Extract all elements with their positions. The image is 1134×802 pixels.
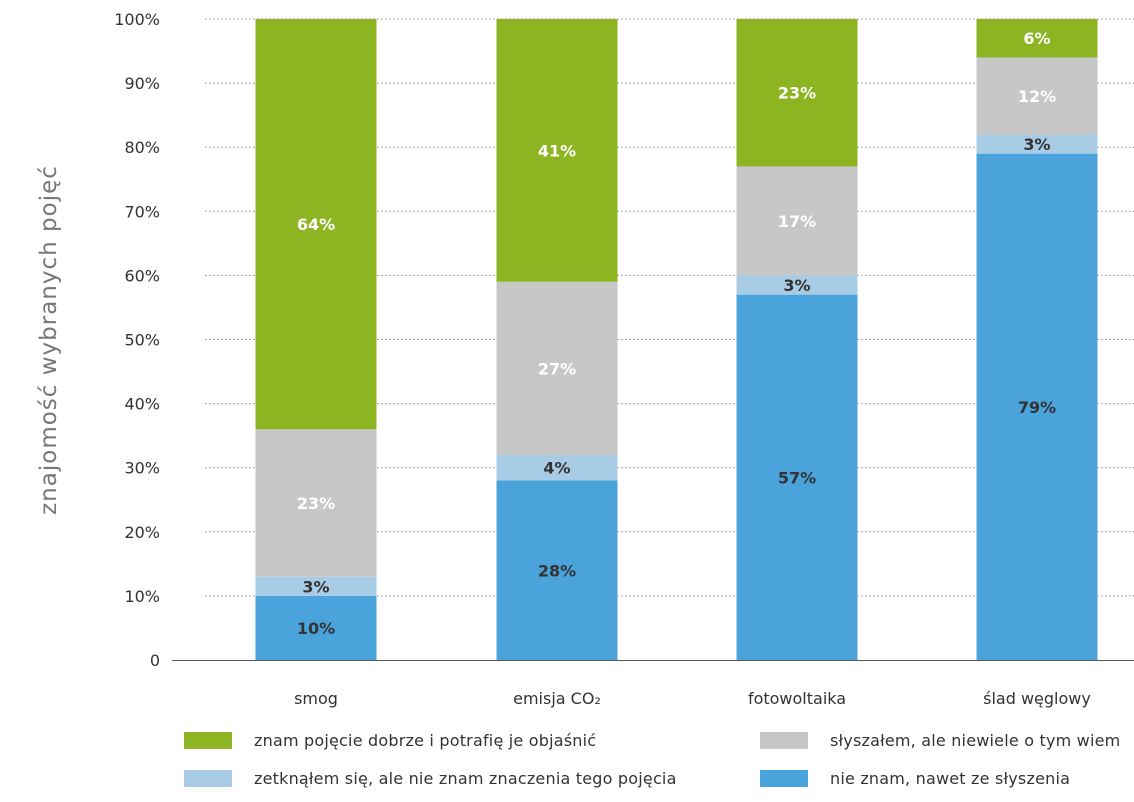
bar-segment: [255, 19, 377, 430]
bar-value-label: 57%: [778, 468, 816, 487]
y-tick-label: 100%: [114, 10, 160, 29]
y-tick-label: 10%: [124, 587, 160, 606]
bar-value-label: 64%: [297, 215, 335, 234]
y-tick-label: 0: [150, 651, 160, 670]
x-axis-categories: smog emisja CO₂ fotowoltaika ślad węglowy: [294, 689, 1091, 708]
bar-value-label: 12%: [1018, 87, 1056, 106]
bar-segment: [496, 480, 618, 660]
bar-segment: [255, 429, 377, 577]
bar-segment: [255, 576, 377, 596]
y-tick-label: 30%: [124, 459, 160, 478]
bar-value-label: 3%: [783, 276, 810, 295]
bar-value-label: 17%: [778, 212, 816, 231]
y-tick-label: 80%: [124, 138, 160, 157]
y-tick-label: 20%: [124, 523, 160, 542]
bar-segment: [976, 153, 1098, 661]
bar-segment: [736, 275, 858, 295]
bar-value-label: 23%: [297, 494, 335, 513]
bar-value-label: 28%: [538, 561, 576, 580]
bar-value-label: 6%: [1023, 29, 1050, 48]
bar-value-label: 41%: [538, 141, 576, 160]
x-category-label: smog: [294, 689, 338, 708]
grid-lines: [205, 18, 1134, 597]
bar-value-label: 4%: [543, 459, 570, 478]
bars: 10% 3% 23% 64% 28% 4% 27% 41% 57% 3% 17% 23% 79% 3% 12…: [255, 19, 1098, 661]
bar-value-label: 3%: [302, 577, 329, 596]
x-category-label: fotowoltaika: [748, 689, 846, 708]
bar-segment: [496, 281, 618, 455]
y-tick-label: 50%: [124, 331, 160, 350]
bar-segment: [255, 595, 377, 660]
y-tick-label: 40%: [124, 395, 160, 414]
bar-value-label: 23%: [778, 84, 816, 103]
bar-segment: [496, 19, 618, 282]
bar-segment: [976, 57, 1098, 135]
bar-segment: [736, 19, 858, 167]
y-axis-ticks: 0 10% 20% 30% 40% 50% 60% 70% 80% 90% 100%: [114, 10, 160, 670]
bar-value-label: 27%: [538, 359, 576, 378]
bar-segment: [496, 454, 618, 481]
y-tick-label: 60%: [124, 266, 160, 285]
bar-segment: [976, 19, 1098, 58]
bar-value-label: 10%: [297, 619, 335, 638]
y-tick-label: 90%: [124, 74, 160, 93]
bar-value-label: 3%: [1023, 135, 1050, 154]
y-tick-label: 70%: [124, 202, 160, 221]
y-axis-label: znajomość wybranych pojęć: [36, 165, 62, 515]
bar-segment: [736, 294, 858, 660]
bar-value-label: 79%: [1018, 398, 1056, 417]
x-category-label: ślad węglowy: [983, 689, 1091, 708]
bar-segment: [976, 134, 1098, 154]
x-category-label: emisja CO₂: [513, 689, 601, 708]
bar-segment: [736, 166, 858, 276]
